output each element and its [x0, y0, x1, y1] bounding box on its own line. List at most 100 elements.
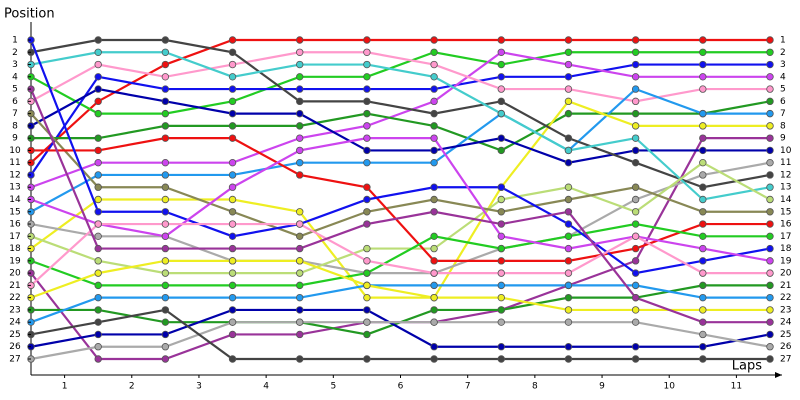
position-dot	[699, 355, 707, 363]
position-dot	[766, 244, 774, 253]
position-dot	[430, 158, 438, 167]
position-dot	[699, 293, 707, 302]
position-dot	[766, 343, 774, 351]
position-dot	[161, 158, 170, 167]
y-tick-label: 24	[9, 318, 21, 328]
position-dot	[94, 318, 102, 326]
position-dot	[699, 73, 707, 81]
position-dot	[766, 355, 774, 363]
position-dot	[363, 36, 371, 44]
y-tick-label: 26	[9, 342, 21, 352]
position-dot	[94, 85, 102, 93]
position-dot	[766, 158, 774, 167]
position-dot	[161, 220, 170, 228]
position-dot	[94, 269, 102, 277]
position-dot	[296, 355, 304, 363]
position-dot	[296, 232, 304, 241]
y-tick-label-right: 11	[780, 158, 791, 168]
position-dot	[363, 183, 371, 191]
position-dot	[228, 60, 237, 69]
y-tick-label-right: 1	[780, 36, 786, 46]
position-dot	[363, 281, 371, 290]
position-line	[30, 222, 770, 287]
position-dot	[766, 134, 774, 142]
position-dot	[363, 306, 371, 314]
position-dot	[94, 220, 102, 228]
position-dot	[766, 220, 774, 228]
position-dot	[766, 109, 774, 118]
position-dot	[564, 355, 573, 363]
position-dot	[161, 355, 170, 363]
y-tick-label: 1	[12, 36, 18, 46]
position-dot	[699, 220, 707, 228]
position-dot	[564, 183, 573, 191]
position-dot	[631, 158, 640, 167]
position-dot	[564, 232, 573, 241]
position-dot	[631, 269, 640, 277]
position-dot	[564, 134, 573, 142]
position-dot	[564, 281, 573, 290]
position-dot	[161, 343, 170, 351]
position-dot	[363, 330, 371, 339]
position-dot	[94, 281, 102, 290]
position-dot	[631, 48, 640, 56]
position-dot	[161, 122, 170, 130]
x-tick-label: 6	[398, 382, 404, 392]
position-dot	[766, 293, 774, 302]
position-dot	[766, 208, 774, 216]
position-dot	[228, 244, 237, 253]
position-dot	[430, 208, 438, 216]
position-dot	[497, 85, 505, 93]
position-dot	[296, 306, 304, 314]
y-tick-label-right: 20	[780, 269, 792, 279]
position-dot	[228, 355, 237, 363]
position-dot	[564, 220, 573, 228]
position-dot	[363, 318, 371, 326]
y-tick-label: 21	[9, 281, 20, 291]
position-dot	[497, 195, 505, 204]
y-tick-label-right: 10	[780, 146, 792, 156]
position-dot	[94, 330, 102, 339]
position-line	[30, 308, 771, 348]
position-dot	[564, 73, 573, 81]
y-tick-label-right: 3	[780, 60, 786, 70]
position-dot	[161, 269, 170, 277]
position-line	[30, 259, 770, 312]
position-dot	[430, 269, 438, 277]
position-dot	[497, 36, 505, 44]
position-dot	[430, 293, 438, 302]
position-dot	[699, 171, 707, 179]
position-dot	[228, 232, 237, 241]
position-dot	[564, 60, 573, 69]
position-dot	[497, 281, 505, 290]
position-dot	[363, 48, 371, 56]
position-dot	[766, 97, 774, 106]
position-dot	[363, 244, 371, 253]
position-dot	[363, 355, 371, 363]
position-dot	[296, 146, 304, 155]
position-dot	[631, 195, 640, 204]
y-tick-label-right: 7	[780, 109, 786, 119]
position-dot	[631, 343, 640, 351]
position-dot	[363, 158, 371, 167]
position-dot	[94, 73, 102, 81]
position-dot	[430, 318, 438, 326]
dots	[27, 36, 774, 363]
position-dot	[228, 73, 237, 81]
x-axis-label: Laps	[732, 359, 762, 374]
position-dot	[161, 195, 170, 204]
position-dot	[228, 85, 237, 93]
position-dot	[631, 36, 640, 44]
position-dot	[296, 36, 304, 44]
position-line	[30, 63, 770, 176]
position-dot	[699, 48, 707, 56]
y-tick-label-right: 27	[780, 355, 791, 365]
position-dot	[296, 293, 304, 302]
x-tick-label: 3	[196, 382, 202, 392]
x-tick-label: 10	[664, 382, 676, 392]
x-tick-label: 7	[465, 382, 471, 392]
position-dot	[161, 183, 170, 191]
y-tick-label-right: 9	[780, 134, 786, 144]
position-dot	[363, 73, 371, 81]
